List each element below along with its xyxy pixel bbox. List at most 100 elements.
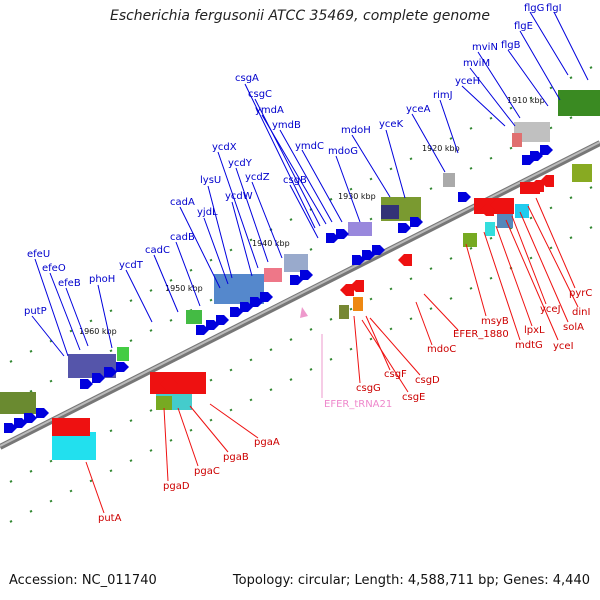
- tick-mark: [269, 388, 273, 392]
- gene-label: dinI: [572, 307, 590, 318]
- tick-mark: [589, 226, 593, 229]
- tick-mark: [509, 106, 513, 110]
- tick-mark: [449, 257, 453, 260]
- gene-label: pgaD: [163, 481, 190, 492]
- trna-arrow: [300, 307, 308, 318]
- feature-block: [264, 268, 282, 282]
- genome-summary-text: Topology: circular; Length: 4,588,711 bp…: [232, 573, 590, 588]
- forward-gene-arrow: [372, 245, 385, 255]
- gene-label: mviM: [463, 58, 490, 69]
- label-leader-lines: [31, 11, 589, 514]
- leader-line: [65, 287, 89, 347]
- feature-block: [514, 122, 550, 142]
- feature-block: [117, 347, 129, 361]
- reverse-gene-arrow: [540, 175, 554, 187]
- tick-mark: [369, 177, 373, 181]
- tick-mark: [29, 349, 33, 353]
- leader-line: [553, 11, 589, 81]
- forward-gene-arrow: [216, 315, 229, 325]
- leader-line: [469, 67, 516, 127]
- reverse-gene-arrow: [480, 204, 494, 216]
- leader-line: [217, 151, 259, 269]
- leader-line: [519, 211, 569, 323]
- tick-mark: [49, 499, 53, 503]
- tick-mark: [229, 368, 233, 372]
- tick-mark: [229, 408, 233, 412]
- tick-mark: [249, 358, 253, 362]
- forward-gene-arrow: [240, 302, 253, 312]
- leader-line: [179, 206, 221, 289]
- tick-mark: [529, 256, 533, 260]
- tick-mark: [409, 157, 413, 161]
- tick-mark: [109, 429, 113, 433]
- feature-block: [558, 90, 600, 116]
- tick-mark: [329, 317, 333, 321]
- gene-label: mdtG: [515, 340, 543, 351]
- tick-mark: [349, 187, 353, 191]
- tick-mark: [469, 166, 473, 170]
- gene-label: csgF: [384, 369, 407, 380]
- feature-block: [186, 310, 202, 324]
- gene-label: pyrC: [569, 288, 592, 299]
- leader-line: [527, 205, 579, 308]
- leader-line: [153, 254, 179, 313]
- feature-block: [353, 297, 363, 311]
- tick-mark: [549, 86, 553, 90]
- feature-block: [443, 173, 455, 187]
- leader-line: [254, 98, 321, 227]
- leader-line: [279, 129, 333, 223]
- forward-gene-arrow: [540, 145, 553, 155]
- tick-mark: [469, 286, 473, 290]
- forward-gene-arrow: [230, 307, 243, 317]
- gene-label: yceI: [553, 341, 574, 352]
- leader-line: [301, 149, 343, 223]
- genome-backbone-highlight: [0, 141, 600, 447]
- tick-mark: [509, 146, 513, 150]
- gene-label: efeO: [42, 263, 66, 274]
- tick-mark: [209, 378, 213, 382]
- leader-line: [207, 185, 233, 279]
- gene-label: msyB: [481, 316, 509, 327]
- tick-mark: [529, 96, 533, 100]
- leader-line: [177, 407, 199, 467]
- tick-mark: [89, 319, 93, 323]
- gene-label: csgB: [283, 175, 307, 186]
- forward-gene-arrow: [206, 320, 219, 330]
- leader-line: [529, 11, 569, 76]
- forward-gene-arrow: [36, 408, 49, 418]
- leader-line: [465, 243, 487, 317]
- gene-label: csgG: [356, 383, 381, 394]
- reverse-gene-arrows: [160, 175, 554, 390]
- trna-label: EFER_tRNA21: [324, 399, 392, 410]
- tick-mark: [169, 278, 173, 282]
- forward-gene-arrow: [80, 379, 93, 389]
- gene-label: ymdC: [295, 141, 324, 152]
- tick-mark: [129, 459, 133, 463]
- gene-label: mdoC: [427, 344, 456, 355]
- tick-mark: [129, 419, 133, 423]
- tick-mark: [389, 327, 393, 331]
- tick-mark: [549, 246, 553, 250]
- gene-label: csgE: [402, 392, 425, 403]
- feature-block: [463, 233, 477, 247]
- tick-mark: [369, 217, 373, 221]
- gene-label: ymdB: [272, 120, 301, 131]
- tick-mark: [589, 186, 593, 189]
- forward-gene-arrow: [116, 362, 129, 372]
- tick-mark: [329, 357, 333, 361]
- leader-line: [461, 85, 506, 127]
- forward-gene-arrow: [410, 217, 423, 227]
- tick-mark: [169, 318, 173, 322]
- feature-block: [572, 164, 592, 182]
- tick-mark: [489, 116, 493, 120]
- tick-mark: [389, 167, 393, 171]
- gene-label: efeU: [27, 249, 50, 260]
- forward-gene-arrow: [92, 373, 105, 383]
- map-title: Escherichia fergusonii ATCC 35469, compl…: [109, 8, 491, 24]
- gene-label: yceH: [455, 76, 480, 87]
- tick-mark: [429, 307, 433, 311]
- tick-mark: [569, 76, 573, 80]
- tick-mark: [289, 218, 293, 221]
- kbp-label: 1910 kbp: [507, 96, 545, 105]
- forward-gene-arrow: [196, 325, 209, 335]
